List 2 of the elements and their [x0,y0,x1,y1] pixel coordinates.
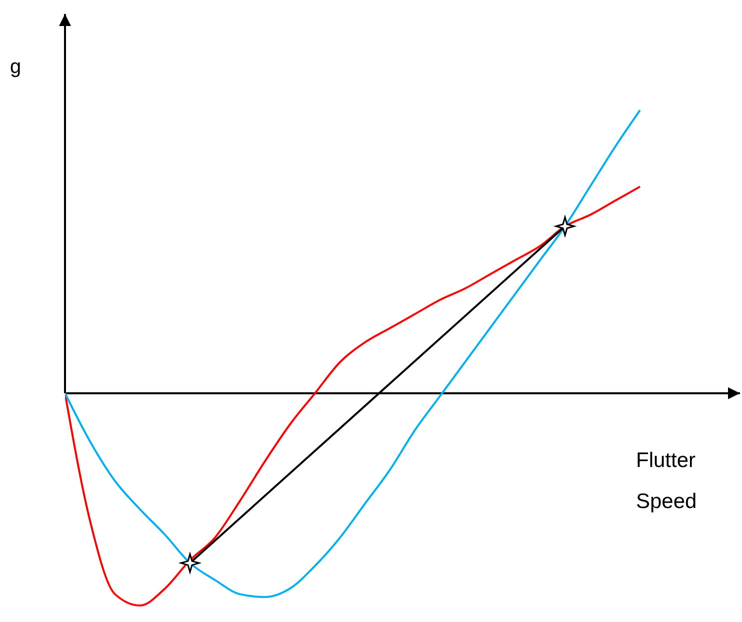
y-axis-title: g [10,56,22,79]
x-axis-title: Flutter Speed [636,448,698,515]
